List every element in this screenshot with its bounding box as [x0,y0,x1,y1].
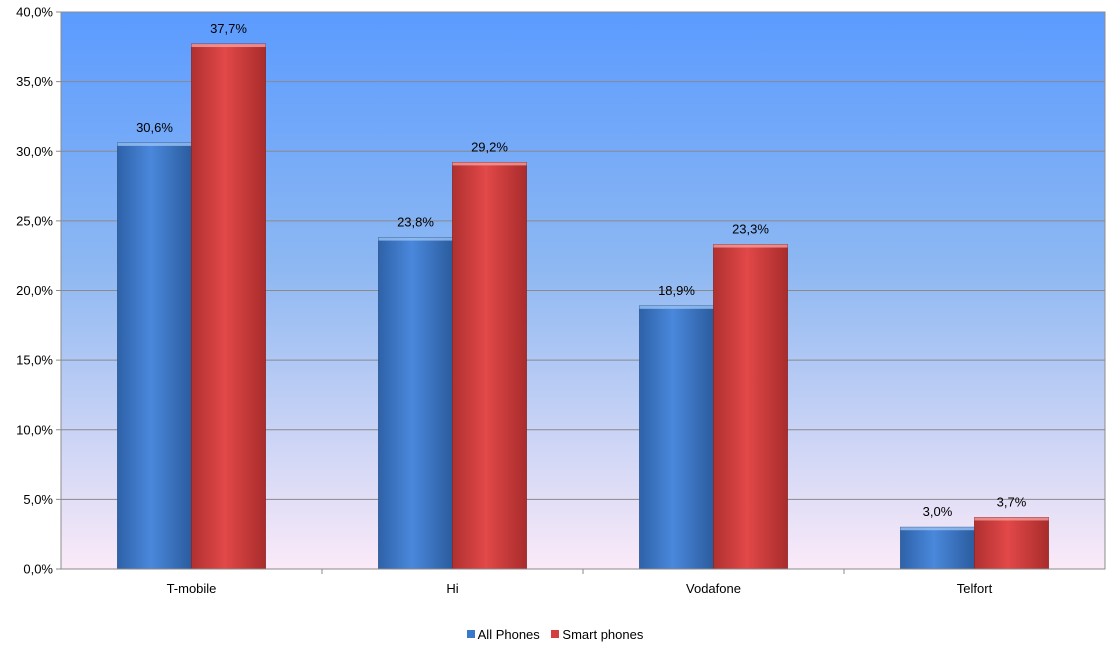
y-axis: 0,0% 5,0% 10,0% 15,0% 20,0% 25,0% 30,0% 35,0% 40… [16,5,61,577]
y-tick-label: 20,0% [16,283,53,298]
bar-all-phones [639,305,714,570]
data-label: 29,2% [471,139,508,154]
bar-smart-phones [452,161,527,570]
data-label: 3,7% [997,494,1027,509]
legend: All Phones Smart phones [0,626,1110,642]
bar-highlight [639,305,714,309]
bar-highlight [191,44,266,48]
x-tick-label: Vodafone [686,581,741,596]
y-tick-label: 40,0% [16,5,53,20]
x-tick-label: Telfort [957,581,993,596]
legend-swatch-all-phones [466,630,475,638]
bar-highlight [117,142,192,146]
legend-label-all-phones: All Phones [477,626,540,642]
x-axis: T-mobile Hi Vodafone Telfort [61,568,1105,596]
bar-highlight [378,237,453,241]
data-label: 18,9% [658,283,695,298]
bar-all-phones [378,237,453,570]
bar-smart-phones [974,517,1049,570]
data-label: 30,6% [136,120,173,135]
data-label: 23,8% [397,215,434,230]
x-tick-label: Hi [446,581,458,596]
y-tick-label: 35,0% [16,74,53,89]
y-tick-label: 25,0% [16,213,53,228]
bar-all-phones [117,142,192,570]
data-label: 23,3% [732,222,769,237]
y-tick-label: 15,0% [16,353,53,368]
y-tick-label: 0,0% [23,562,53,577]
legend-item-smart-phones: Smart phones [551,627,643,642]
bar-smart-phones [191,43,266,570]
bars [117,43,1049,570]
bar-highlight [713,244,788,248]
bar-highlight [900,527,975,531]
legend-swatch-smart-phones [551,630,560,638]
bar-all-phones [900,526,975,570]
legend-item-all-phones: All Phones [466,626,540,642]
legend-label-smart-phones: Smart phones [562,626,644,642]
data-label: 37,7% [210,21,247,36]
bar-smart-phones [713,244,788,570]
y-tick-label: 30,0% [16,144,53,159]
y-tick-label: 10,0% [16,422,53,437]
data-labels: 30,6% 37,7% 23,8% 29,2% 18,9% 23,3% 3,0% 3,7% [136,21,1027,519]
y-tick-label: 5,0% [23,492,53,507]
data-label: 3,0% [923,504,953,519]
bar-highlight [974,517,1049,521]
bar-highlight [452,162,527,166]
x-tick-label: T-mobile [167,581,217,596]
